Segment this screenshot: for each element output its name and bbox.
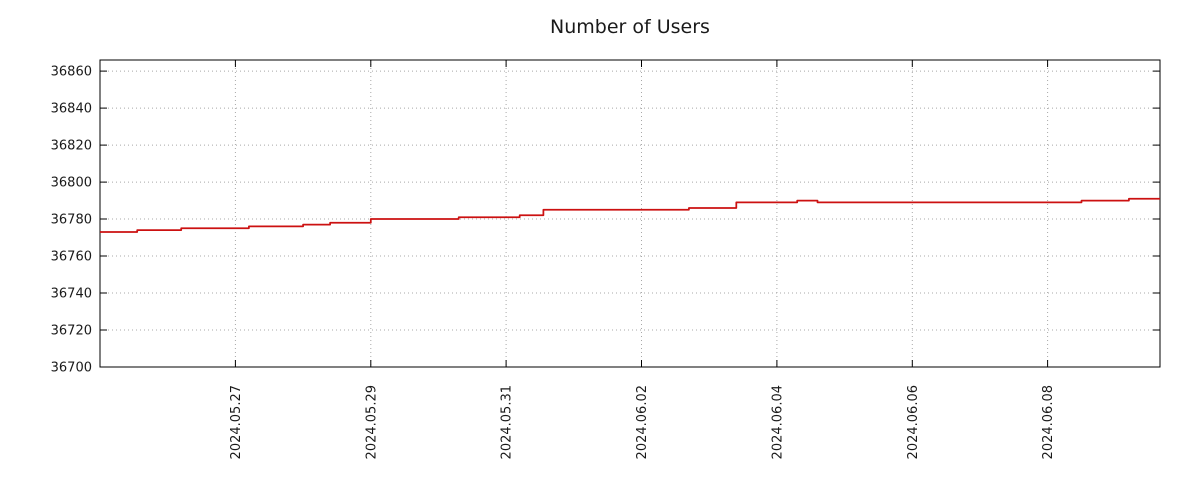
data-line: [100, 197, 1160, 233]
y-tick-label: 36800: [51, 176, 92, 191]
y-tick-label: 36720: [51, 324, 92, 339]
y-tick-label: 36760: [51, 250, 92, 265]
y-tick-label: 36840: [51, 102, 92, 117]
x-tick-label: 2024.06.08: [1041, 385, 1056, 459]
x-tick-label: 2024.06.06: [906, 385, 921, 459]
chart-title: Number of Users: [550, 16, 710, 38]
y-tick-label: 36860: [51, 65, 92, 80]
y-tick-label: 36780: [51, 213, 92, 228]
y-tick-label: 36820: [51, 139, 92, 154]
x-tick-label: 2024.06.04: [770, 385, 785, 459]
plot-frame: [99, 59, 1161, 368]
x-tick-label: 2024.05.29: [364, 385, 379, 459]
y-tick-label: 36700: [51, 361, 92, 376]
x-tick-label: 2024.05.27: [229, 385, 244, 459]
y-tick-label: 36740: [51, 287, 92, 302]
x-tick-label: 2024.05.31: [500, 385, 515, 459]
x-tick-label: 2024.06.02: [635, 385, 650, 459]
